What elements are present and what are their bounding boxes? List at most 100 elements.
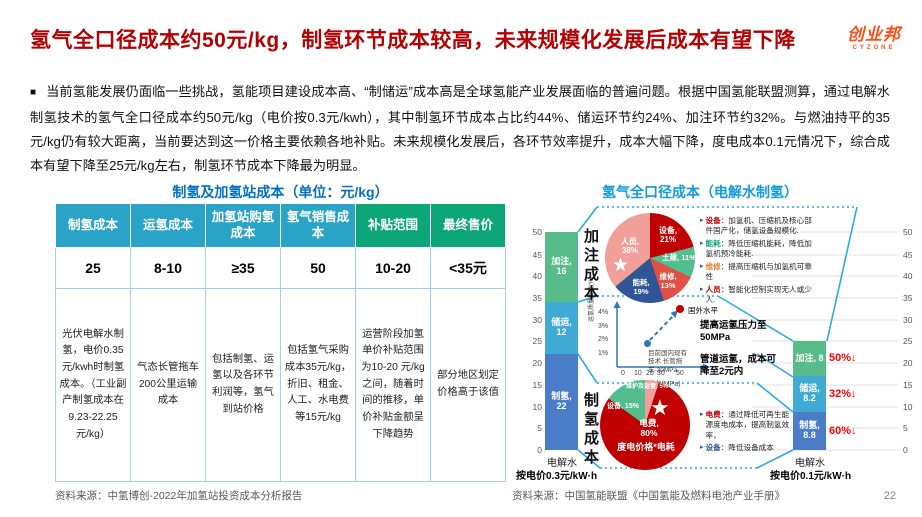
refueling-drop-percent: 50%↓ (829, 352, 857, 364)
right-axis-tick-35: 35 (903, 293, 913, 303)
value-transport: 8-10 (130, 247, 206, 289)
col-header-final-price: 最终售价 (430, 203, 506, 248)
arrow-bullet-icon: ▸ (700, 411, 704, 418)
right-bar-price-caption: 按电价0.1元/kW·h (770, 471, 852, 482)
square-bullet-icon: ■ (30, 87, 37, 98)
pie2-side-label: 制氢成本 (582, 392, 599, 468)
left-axis-tick-25: 25 (532, 336, 542, 346)
detail-station-purchase: 包括制氢、运氢以及各环节利润等，氢气到站价格 (205, 288, 281, 482)
page-title: 氢气全口径成本约50元/kg，制氢环节成本较高，未来规模化发展后成本有望下降 (30, 29, 796, 52)
pie1-label-civil: 土建, 11% (662, 253, 696, 262)
down-arrow-icon: ↓ (851, 388, 857, 400)
arrow-bullet-icon: ▸ (700, 444, 704, 452)
scatter-ytick-1: 1% (598, 350, 609, 357)
left-bar-production-segment: 制氢, 22 (545, 354, 578, 450)
down-arrow-icon: ↓ (851, 425, 857, 437)
left-bar-storage-segment: 储运, 12 (545, 302, 578, 354)
right-bar-storage-segment: 储运, 8.2 (793, 376, 826, 412)
star-icon: ★ (650, 395, 670, 420)
table-source: 资料来源：中氢博创-2022年加氢站投资成本分析报告 (55, 490, 303, 502)
left-axis-tick-30: 30 (532, 315, 542, 325)
list-item: ▸ 维修：提高压缩机与加氢机可靠性 (700, 261, 812, 282)
scatter-xtick-10: 10 (634, 370, 642, 377)
table-header-row: 制氢成本 运氢成本 加氢站购氢成本 氢气销售成本 补贴范围 最终售价 (55, 203, 506, 248)
left-axis-tick-50: 50 (532, 227, 542, 237)
arrow-bullet-icon: ▸ (700, 217, 704, 224)
pie2-center-caption: 度电价格*电耗 (617, 442, 675, 452)
down-arrow-icon: ↓ (851, 352, 857, 364)
pie2-label-power: 电费, 80% (639, 418, 659, 438)
col-header-station-purchase: 加氢站购氢成本 (205, 203, 281, 248)
page-number: 22 (883, 490, 896, 502)
body-paragraph: ■ 当前氢能发展仍面临一些挑战，氢能项目建设成本高、“制储运”成本高是全球氢能产业… (30, 80, 890, 178)
left-axis-tick-5: 5 (537, 423, 542, 433)
left-axis-tick-0: 0 (537, 445, 542, 455)
scatter-xtick-0: 0 (621, 370, 625, 377)
star-icon: ★ (612, 255, 630, 276)
domestic-point-note: 目前国内现有技术 长管拖车-30MPa (648, 350, 687, 374)
chart-title: 氢气全口径成本（电解水制氢） (602, 184, 798, 200)
left-bar-refueling-segment: 加注, 16 (545, 232, 578, 302)
scatter-xtick-50: 50 (676, 370, 684, 377)
detail-sales-cost: 包括氢气采购成本35元/kg，折旧、租金、人工、水电费等15元/kg (280, 288, 356, 482)
value-subsidy: 10-20 (355, 247, 431, 289)
cyzone-logo: 创业邦 CYZONE (842, 20, 906, 51)
detail-subsidy: 运营阶段加氢单价补贴范围为10-20 元/kg之间，随着时间的推移，单价补贴金额… (355, 288, 431, 482)
value-sales-cost: 50 (280, 247, 356, 289)
right-axis-tick-15: 15 (903, 380, 913, 390)
col-header-transport: 运氢成本 (130, 203, 206, 248)
production-cost-pie (600, 380, 690, 470)
pipeline-cost-note: 管道运氢，成本可降至2元内 (700, 354, 777, 378)
value-station-purchase: ≥35 (205, 247, 281, 289)
right-axis-tick-30: 30 (903, 315, 913, 325)
pie1-label-energy: 能耗, 19% (632, 278, 650, 296)
right-axis-tick-5: 5 (903, 423, 908, 433)
detail-transport: 气态长管拖车200公里运输成本 (130, 288, 206, 482)
right-axis-tick-25: 25 (903, 336, 913, 346)
left-bar-category-label: 电解水 (547, 458, 577, 469)
table-value-row: 25 8-10 ≥35 50 10-20 <35元 (55, 247, 506, 289)
refueling-cost-pie (605, 213, 695, 303)
list-item: ▸ 电费：通过降低可再生能源度电成本，提高制氢效率， (700, 410, 790, 440)
logo-text: 创业邦 (847, 25, 901, 44)
right-axis-tick-40: 40 (903, 271, 913, 281)
arrow-bullet-icon: ▸ (700, 239, 704, 247)
pie1-bullet-list: ▸ 设备：加氢机、压缩机及核心部件国产化，储氢设备规模化. ▸ 能耗：降低压缩机能耗… (700, 216, 812, 308)
table-detail-row: 光伏电解水制氢，电价0.35元/kwh时制氢成本。（工业副产制氢成本在9.23-… (55, 288, 506, 482)
international-data-point (676, 305, 684, 313)
scatter-xtick-20: 20 (646, 370, 654, 377)
left-stacked-bar: 加注, 16 储运, 12 制氢, 22 (545, 232, 578, 450)
cost-table: 制氢成本 运氢成本 加氢站购氢成本 氢气销售成本 补贴范围 最终售价 25 8-… (55, 203, 506, 482)
production-drop-percent: 60%↓ (829, 425, 857, 437)
right-bar-category-label: 电解水 (795, 458, 825, 469)
table-title: 制氢及加氢站成本（单位：元/kg） (172, 184, 389, 200)
scatter-ytick-4: 4% (598, 309, 609, 316)
list-item: ▸ 设备：降低设备成本 (700, 443, 774, 453)
body-paragraph-text: 当前氢能发展仍面临一些挑战，氢能项目建设成本高、“制储运”成本高是全球氢能产业发… (30, 84, 890, 173)
right-axis-tick-50: 50 (903, 227, 913, 237)
left-axis-tick-40: 40 (532, 271, 542, 281)
col-header-production: 制氢成本 (55, 203, 131, 248)
pressure-increase-note: 提高运氢压力至50MPa (700, 320, 767, 344)
right-axis-tick-20: 20 (903, 358, 913, 368)
international-point-label: 国外水平 (688, 306, 718, 315)
scatter-xtick-30: 30 (657, 370, 665, 377)
list-item: ▸ 能耗：降低压缩机能耗，降低加氢机预冷能耗. (700, 238, 812, 259)
detail-final-price: 部分地区划定价格高于该值 (430, 288, 506, 482)
left-axis-tick-35: 35 (532, 293, 542, 303)
right-axis-tick-0: 0 (903, 445, 908, 455)
value-production: 25 (55, 247, 131, 289)
logo-subtext: CYZONE (852, 45, 896, 51)
pie1-label-equipment: 设备, 21% (658, 226, 678, 245)
right-axis-tick-45: 45 (903, 250, 913, 260)
col-header-sales-cost: 氢气销售成本 (280, 203, 356, 248)
pie2-bullet-list: ▸ 电费：通过降低可再生能源度电成本，提高制氢效率， ▸ 设备：降低设备成本 (700, 410, 796, 456)
arrow-bullet-icon: ▸ (700, 262, 704, 270)
pie1-label-staff: 人员, 38% (620, 237, 640, 256)
left-axis-tick-45: 45 (532, 250, 542, 260)
left-axis-tick-15: 15 (532, 380, 542, 390)
scatter-ytick-3: 3% (598, 323, 609, 330)
scatter-ytick-2: 2% (598, 336, 609, 343)
right-bar-refueling-segment: 加注, 8 (793, 341, 826, 376)
col-header-subsidy: 补贴范围 (355, 203, 431, 248)
